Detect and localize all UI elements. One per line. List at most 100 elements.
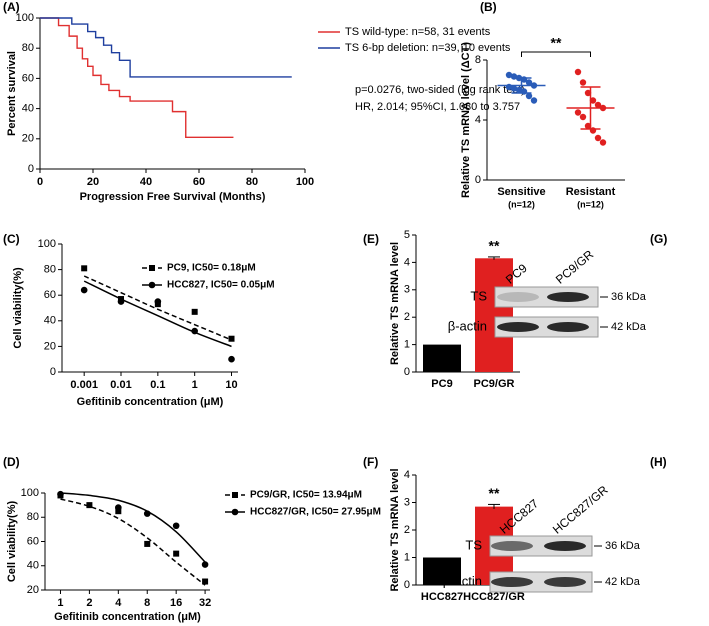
y-axis-label: Relative TS mRNA level — [389, 242, 401, 365]
dot — [574, 68, 582, 76]
data-point — [228, 335, 235, 342]
y-tick-label: 2 — [404, 311, 410, 323]
data-point — [201, 561, 209, 568]
legend-marker — [232, 492, 238, 498]
category-note: (n=12) — [577, 199, 604, 209]
significance: ** — [489, 485, 500, 501]
y-tick-label: 1 — [404, 551, 410, 563]
data-point — [117, 298, 125, 305]
y-axis-label: Relative TS mRNA level (ΔCT) — [460, 42, 472, 198]
row-label: β-actin — [443, 573, 482, 588]
x-tick-label: HCC827/GR — [463, 591, 525, 603]
y-tick-label: 0 — [404, 579, 410, 591]
dot — [584, 122, 592, 130]
y-tick-label: 80 — [44, 264, 56, 276]
x-tick-label: 20 — [87, 176, 99, 188]
x-tick-label: 2 — [86, 597, 92, 609]
dot — [579, 113, 587, 121]
row-label: TS — [465, 537, 482, 552]
legend-label: HCC827, IC50= 0.05μM — [167, 280, 275, 291]
fit-curve — [60, 498, 206, 586]
annotation: HR, 2.014; 95%CI, 1.080 to 3.757 — [355, 101, 520, 113]
y-tick-label: 100 — [38, 238, 56, 250]
x-tick-label: PC9 — [431, 378, 452, 390]
blot-band — [544, 541, 586, 551]
data-point — [115, 504, 122, 511]
fit-curve — [83, 275, 232, 341]
significance: ** — [489, 238, 500, 254]
lane-label: PC9/GR — [553, 247, 596, 287]
y-tick-label: 20 — [22, 133, 34, 145]
y-tick-label: 5 — [404, 229, 410, 241]
y-tick-label: 0 — [475, 174, 481, 186]
size-marker: 42 kDa — [611, 321, 647, 333]
y-tick-label: 0 — [50, 366, 56, 378]
x-tick-label: 1 — [57, 597, 63, 609]
dot — [594, 134, 602, 142]
x-tick-label: 10 — [225, 379, 237, 391]
category-note: (n=12) — [508, 199, 535, 209]
blot-strip — [489, 535, 593, 557]
x-tick-label: Sensitive — [497, 186, 545, 198]
dot — [584, 89, 592, 97]
data-point — [172, 522, 180, 530]
dot — [510, 85, 518, 92]
dot — [515, 86, 523, 94]
y-tick-label: 4 — [404, 469, 410, 481]
x-tick-label: 8 — [144, 597, 150, 609]
dot — [579, 79, 587, 86]
survival-line — [40, 17, 292, 78]
blot-band — [491, 577, 533, 587]
x-axis-label: Progression Free Survival (Months) — [80, 191, 266, 203]
x-tick-label: 40 — [140, 176, 152, 188]
size-marker: 36 kDa — [611, 291, 647, 303]
x-tick-label: 60 — [193, 176, 205, 188]
dot — [589, 97, 597, 104]
size-marker: 36 kDa — [605, 540, 641, 552]
y-tick-label: 40 — [22, 103, 34, 115]
x-tick-label: 32 — [199, 597, 211, 609]
data-point — [191, 327, 198, 335]
lane-label: HCC827/GR — [550, 482, 611, 536]
x-tick-label: 80 — [246, 176, 258, 188]
bracket — [521, 51, 591, 57]
x-tick-label: 100 — [296, 176, 314, 188]
data-point — [154, 298, 162, 305]
dot — [505, 71, 513, 79]
dot — [594, 101, 602, 109]
x-tick-label: 0.1 — [150, 379, 165, 391]
x-tick-label: 4 — [115, 597, 122, 609]
panel-label: (C) — [3, 232, 20, 246]
dot — [525, 79, 533, 86]
significance: ** — [551, 35, 562, 51]
x-tick-label: 0.01 — [110, 379, 131, 391]
legend-label: PC9/GR, IC50= 13.94μM — [250, 490, 362, 501]
blot-strip — [494, 286, 599, 308]
bar — [475, 258, 513, 372]
y-tick-label: 100 — [16, 12, 34, 24]
blot-band — [491, 541, 533, 551]
size-marker: 42 kDa — [605, 576, 641, 588]
y-tick-label: 0 — [404, 366, 410, 378]
bar — [423, 557, 461, 585]
blot-band — [497, 292, 539, 302]
y-tick-label: 4 — [475, 114, 481, 126]
legend-label: TS wild-type: n=58, 31 events — [345, 26, 491, 38]
bar — [423, 344, 461, 372]
blot-band — [547, 322, 589, 332]
panel-label: (A) — [3, 0, 20, 14]
data-point — [115, 508, 122, 515]
blot-strip — [489, 571, 593, 593]
y-tick-label: 0 — [28, 163, 34, 175]
y-tick-label: 3 — [404, 496, 410, 508]
x-axis-label: Gefitinib concentration (μM) — [54, 611, 201, 623]
y-tick-label: 4 — [404, 256, 410, 268]
panel-label: (F) — [363, 455, 378, 469]
legend-marker — [148, 281, 156, 289]
y-tick-label: 2 — [404, 524, 410, 536]
panel-label: (D) — [3, 455, 20, 469]
fit-curve — [60, 492, 206, 563]
dot — [525, 92, 533, 100]
y-axis-label: Percent survival — [6, 51, 18, 136]
